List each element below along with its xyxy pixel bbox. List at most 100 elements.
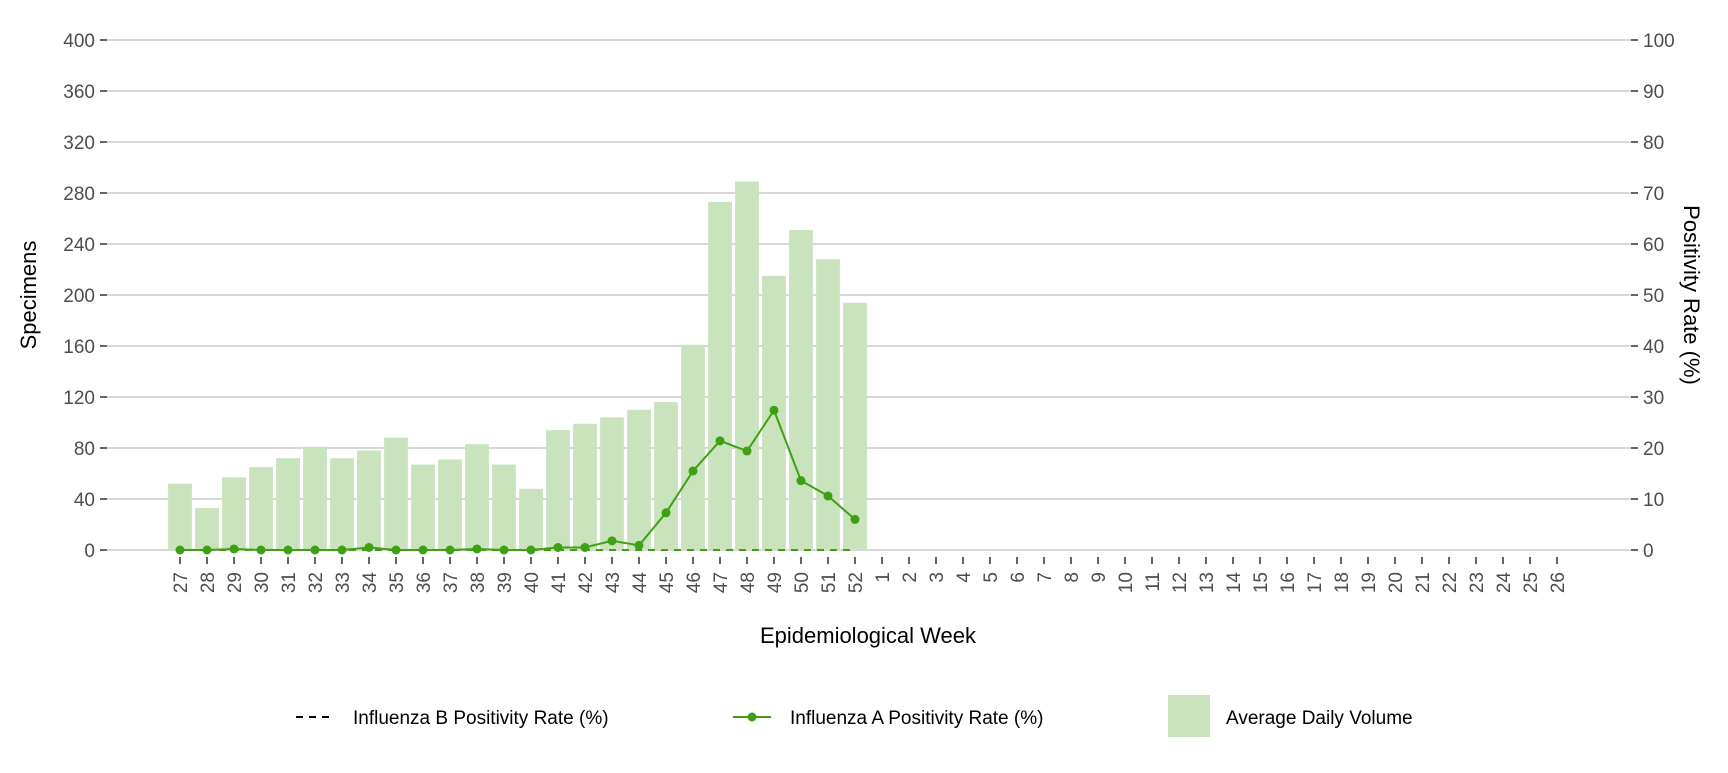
x-tick-label: 6 bbox=[1008, 572, 1029, 583]
legend-key-volume bbox=[1168, 695, 1210, 737]
x-tick-label: 43 bbox=[603, 572, 624, 593]
bar-week-38 bbox=[465, 444, 489, 550]
x-tick-label: 17 bbox=[1305, 572, 1326, 593]
y2-tick-label: 20 bbox=[1643, 439, 1664, 460]
x-tick-label: 45 bbox=[657, 572, 678, 593]
x-tick-label: 24 bbox=[1494, 572, 1515, 594]
x-tick-label: 39 bbox=[495, 572, 516, 593]
y2-tick-label: 50 bbox=[1643, 286, 1664, 307]
y2-tick-label: 80 bbox=[1643, 133, 1664, 154]
x-tick-label: 13 bbox=[1197, 572, 1218, 593]
x-tick-label: 15 bbox=[1251, 572, 1272, 593]
bar-week-46 bbox=[681, 344, 705, 550]
legend: Influenza B Positivity Rate (%) Influenz… bbox=[296, 695, 1413, 737]
flu-a-point-week-42 bbox=[580, 542, 590, 552]
y-tick-label: 240 bbox=[63, 235, 95, 256]
x-tick-label: 41 bbox=[549, 572, 570, 593]
x-tick-label: 10 bbox=[1116, 572, 1137, 593]
x-tick-label: 18 bbox=[1332, 572, 1353, 593]
x-tick-label: 49 bbox=[765, 572, 786, 593]
x-tick-label: 19 bbox=[1359, 572, 1380, 593]
bar-week-29 bbox=[222, 477, 246, 550]
flu-a-point-week-27 bbox=[175, 545, 185, 555]
x-tick-label: 22 bbox=[1440, 572, 1461, 593]
flu-a-point-week-44 bbox=[634, 540, 644, 550]
flu-a-point-week-41 bbox=[553, 542, 563, 552]
bar-week-50 bbox=[789, 229, 813, 550]
axes: 0408012016020024028032036040001020304050… bbox=[63, 31, 1674, 593]
bar-week-48 bbox=[735, 181, 759, 550]
y2-tick-label: 0 bbox=[1643, 541, 1654, 562]
x-tick-label: 34 bbox=[360, 572, 381, 594]
flu-a-point-week-39 bbox=[499, 545, 509, 555]
x-tick-label: 37 bbox=[441, 572, 462, 593]
legend-key-flu-a-marker bbox=[747, 712, 757, 722]
flu-a-point-week-35 bbox=[391, 545, 401, 555]
bars bbox=[168, 181, 867, 551]
bar-week-37 bbox=[438, 459, 462, 550]
x-tick-label: 35 bbox=[387, 572, 408, 593]
bar-week-41 bbox=[546, 430, 570, 550]
lines bbox=[175, 405, 860, 555]
y-tick-label: 200 bbox=[63, 286, 95, 307]
x-tick-label: 27 bbox=[171, 572, 192, 593]
y-tick-label: 40 bbox=[74, 490, 95, 511]
y-tick-label: 160 bbox=[63, 337, 95, 358]
flu-a-point-week-37 bbox=[445, 545, 455, 555]
bar-week-40 bbox=[519, 488, 543, 550]
x-tick-label: 51 bbox=[819, 572, 840, 593]
flu-a-point-week-31 bbox=[283, 545, 293, 555]
bar-week-42 bbox=[573, 423, 597, 550]
y2-tick-label: 10 bbox=[1643, 490, 1664, 511]
bar-week-35 bbox=[384, 437, 408, 550]
x-tick-label: 12 bbox=[1170, 572, 1191, 593]
y-tick-label: 400 bbox=[63, 31, 95, 52]
x-tick-label: 8 bbox=[1062, 572, 1083, 583]
flu-a-point-week-49 bbox=[769, 405, 779, 415]
x-tick-label: 28 bbox=[198, 572, 219, 593]
flu-a-point-week-29 bbox=[229, 544, 239, 554]
flu-a-point-week-32 bbox=[310, 545, 320, 555]
x-tick-label: 36 bbox=[414, 572, 435, 593]
y-tick-label: 120 bbox=[63, 388, 95, 409]
x-tick-label: 48 bbox=[738, 572, 759, 593]
flu-a-point-week-34 bbox=[364, 542, 374, 552]
y-axis-title: Specimens bbox=[16, 241, 41, 350]
y-tick-label: 0 bbox=[84, 541, 95, 562]
x-tick-label: 42 bbox=[576, 572, 597, 593]
flu-a-point-week-28 bbox=[202, 545, 212, 555]
x-tick-label: 47 bbox=[711, 572, 732, 593]
flu-a-point-week-51 bbox=[823, 491, 833, 501]
bar-week-39 bbox=[492, 464, 516, 550]
x-tick-label: 40 bbox=[522, 572, 543, 593]
x-tick-label: 26 bbox=[1548, 572, 1569, 593]
bar-week-27 bbox=[168, 483, 192, 550]
bar-week-52 bbox=[843, 302, 867, 550]
bar-week-30 bbox=[249, 467, 273, 550]
bar-week-45 bbox=[654, 402, 678, 550]
x-tick-label: 29 bbox=[225, 572, 246, 593]
x-tick-label: 44 bbox=[630, 572, 651, 594]
bar-week-34 bbox=[357, 450, 381, 550]
flu-a-point-week-50 bbox=[796, 476, 806, 486]
y2-tick-label: 30 bbox=[1643, 388, 1664, 409]
y2-tick-label: 90 bbox=[1643, 82, 1664, 103]
bar-week-51 bbox=[816, 259, 840, 550]
x-tick-label: 4 bbox=[954, 572, 975, 583]
x-tick-label: 3 bbox=[927, 572, 948, 583]
legend-label-flu-a: Influenza A Positivity Rate (%) bbox=[790, 708, 1043, 729]
legend-label-flu-b: Influenza B Positivity Rate (%) bbox=[353, 708, 609, 729]
y2-tick-label: 70 bbox=[1643, 184, 1664, 205]
legend-label-volume: Average Daily Volume bbox=[1226, 708, 1413, 729]
x-tick-label: 14 bbox=[1224, 572, 1245, 594]
flu-a-point-week-33 bbox=[337, 545, 347, 555]
x-axis-title: Epidemiological Week bbox=[760, 623, 977, 648]
y2-tick-label: 40 bbox=[1643, 337, 1664, 358]
bar-week-28 bbox=[195, 507, 219, 550]
x-tick-label: 33 bbox=[333, 572, 354, 593]
bar-week-31 bbox=[276, 458, 300, 550]
flu-a-point-week-48 bbox=[742, 446, 752, 456]
y2-tick-label: 100 bbox=[1643, 31, 1675, 52]
flu-a-point-week-47 bbox=[715, 436, 725, 446]
